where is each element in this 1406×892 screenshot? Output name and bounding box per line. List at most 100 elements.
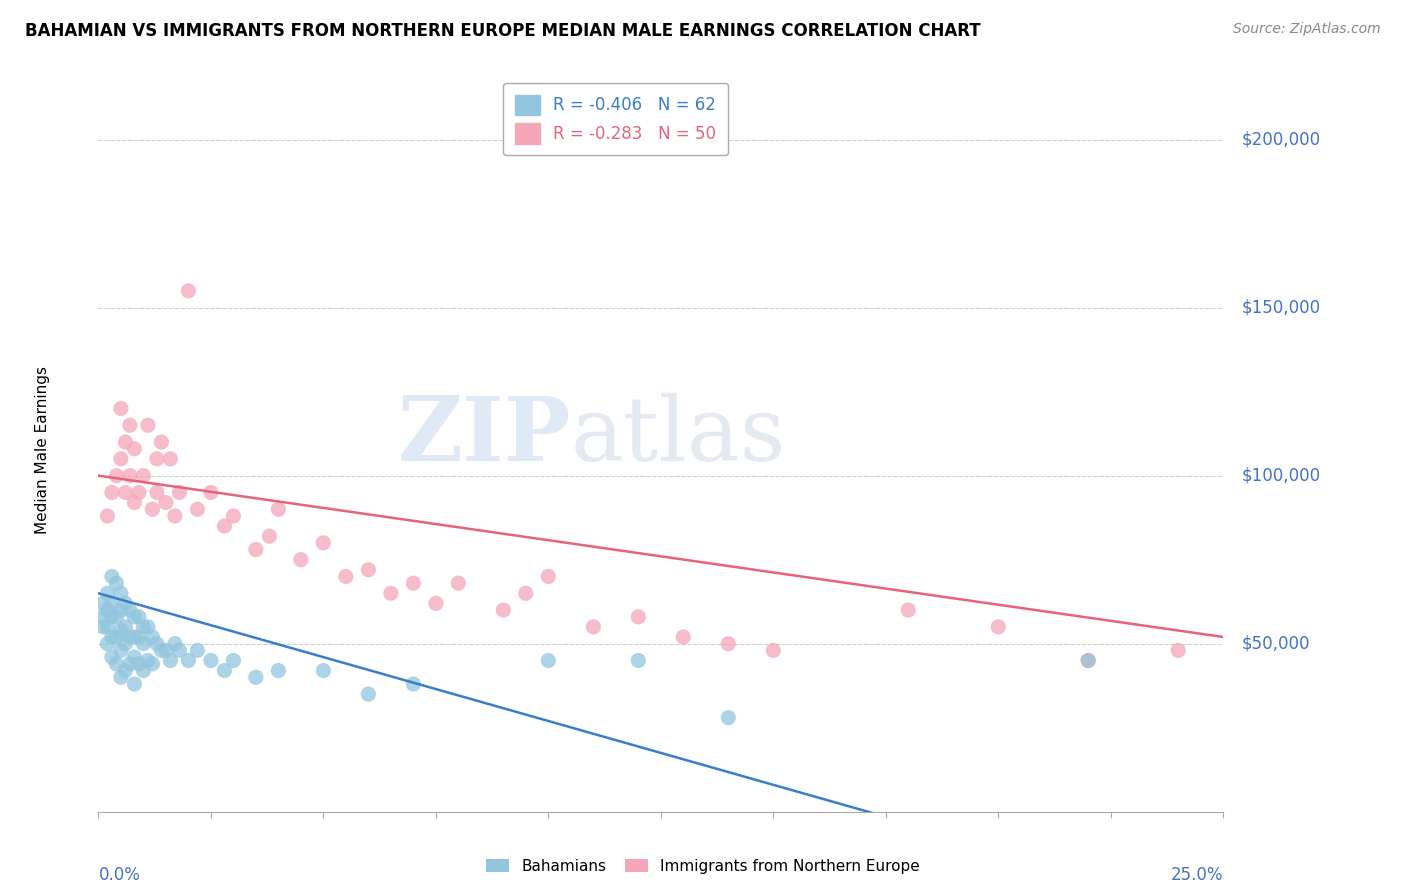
Point [402, 677, 425, 691]
Point [101, 630, 124, 644]
Point [259, 529, 281, 543]
Point [380, 586, 402, 600]
Point [136, 620, 159, 634]
Point [136, 653, 159, 667]
Point [110, 586, 132, 600]
Point [717, 711, 740, 725]
Point [762, 643, 785, 657]
Point [96, 603, 118, 617]
Point [101, 609, 124, 624]
Point [402, 576, 425, 591]
Text: 25.0%: 25.0% [1171, 866, 1223, 884]
Point [110, 451, 132, 466]
Point [114, 620, 136, 634]
Point [987, 620, 1010, 634]
Point [150, 435, 173, 450]
Text: BAHAMIAN VS IMMIGRANTS FROM NORTHERN EUROPE MEDIAN MALE EARNINGS CORRELATION CHA: BAHAMIAN VS IMMIGRANTS FROM NORTHERN EUR… [25, 22, 981, 40]
Point [447, 576, 470, 591]
Point [105, 468, 128, 483]
Point [537, 569, 560, 583]
Point [141, 502, 163, 516]
Point [290, 552, 312, 566]
Point [110, 670, 132, 684]
Point [169, 485, 191, 500]
Point [155, 643, 177, 657]
Point [537, 653, 560, 667]
Point [627, 609, 650, 624]
Point [114, 485, 136, 500]
Point [124, 442, 146, 456]
Point [132, 637, 155, 651]
Point [425, 596, 447, 610]
Point [114, 435, 136, 450]
Point [96, 508, 118, 523]
Point [132, 620, 155, 634]
Point [627, 653, 650, 667]
Text: Median Male Earnings: Median Male Earnings [35, 367, 49, 534]
Point [169, 643, 191, 657]
Point [163, 637, 186, 651]
Point [267, 664, 290, 678]
Point [128, 630, 150, 644]
Point [105, 576, 128, 591]
Point [105, 630, 128, 644]
Point [1077, 653, 1099, 667]
Point [245, 542, 267, 557]
Point [146, 637, 169, 651]
Point [96, 586, 118, 600]
Point [141, 657, 163, 671]
Point [105, 609, 128, 624]
Point [312, 664, 335, 678]
Point [114, 637, 136, 651]
Point [110, 643, 132, 657]
Point [214, 664, 236, 678]
Point [163, 508, 186, 523]
Point [136, 418, 159, 433]
Point [1167, 643, 1189, 657]
Point [118, 418, 141, 433]
Text: ZIP: ZIP [398, 392, 571, 480]
Text: $50,000: $50,000 [1241, 635, 1310, 653]
Point [155, 495, 177, 509]
Point [159, 653, 181, 667]
Point [118, 603, 141, 617]
Legend: R = -0.406   N = 62, R = -0.283   N = 50: R = -0.406 N = 62, R = -0.283 N = 50 [503, 83, 728, 155]
Point [159, 451, 181, 466]
Point [582, 620, 605, 634]
Point [101, 569, 124, 583]
Point [132, 664, 155, 678]
Point [110, 624, 132, 638]
Point [357, 687, 380, 701]
Point [110, 401, 132, 416]
Point [96, 620, 118, 634]
Point [312, 536, 335, 550]
Text: atlas: atlas [571, 392, 786, 480]
Point [124, 650, 146, 665]
Point [91, 620, 114, 634]
Point [200, 485, 222, 500]
Point [118, 630, 141, 644]
Legend: Bahamians, Immigrants from Northern Europe: Bahamians, Immigrants from Northern Euro… [481, 853, 925, 880]
Point [124, 677, 146, 691]
Point [114, 596, 136, 610]
Point [515, 586, 537, 600]
Point [146, 485, 169, 500]
Point [897, 603, 920, 617]
Text: Source: ZipAtlas.com: Source: ZipAtlas.com [1233, 22, 1381, 37]
Point [105, 657, 128, 671]
Point [222, 653, 245, 667]
Point [101, 650, 124, 665]
Point [150, 643, 173, 657]
Text: 0.0%: 0.0% [98, 866, 141, 884]
Point [124, 495, 146, 509]
Point [717, 637, 740, 651]
Point [124, 609, 146, 624]
Point [177, 284, 200, 298]
Point [186, 502, 208, 516]
Text: $100,000: $100,000 [1241, 467, 1320, 484]
Point [267, 502, 290, 516]
Point [214, 519, 236, 533]
Point [335, 569, 357, 583]
Point [141, 630, 163, 644]
Point [114, 664, 136, 678]
